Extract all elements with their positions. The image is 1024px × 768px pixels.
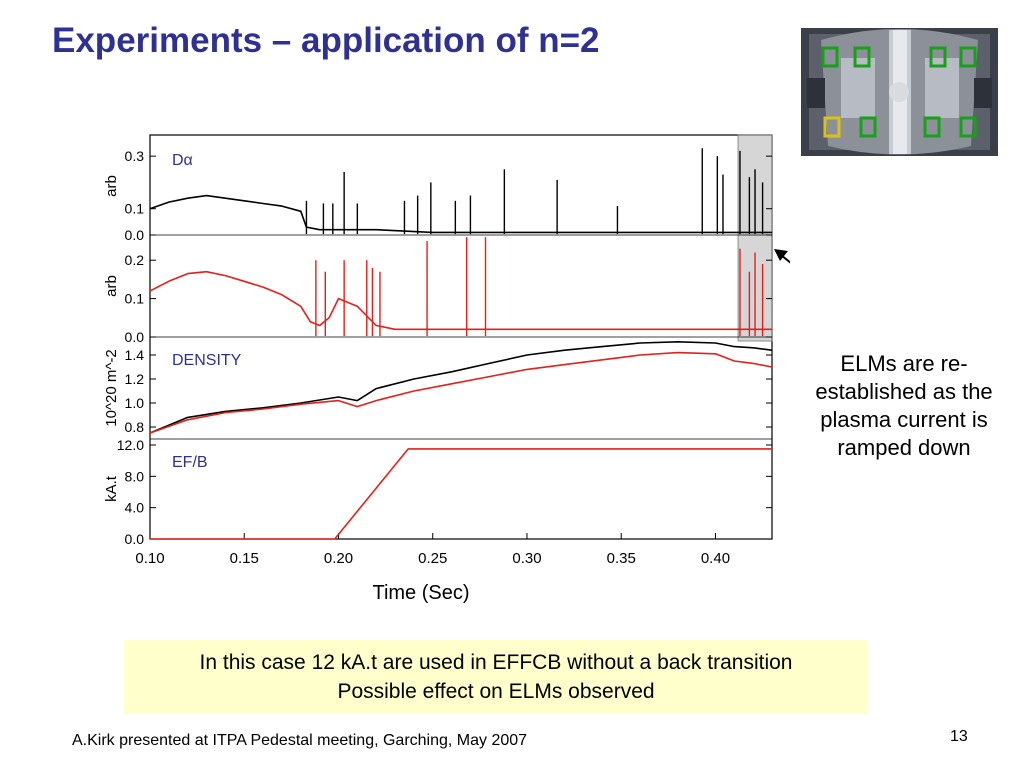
y-tick-label: 0.1	[125, 201, 145, 217]
page-number: 13	[950, 728, 968, 745]
tokamak-vessel-image	[801, 28, 998, 156]
callout-line: ramped down	[837, 435, 971, 460]
x-tick-label: 0.30	[512, 550, 541, 567]
series-line	[149, 270, 772, 331]
time-trace-chart: 0.10 0.15 0.20 0.25 0.30 0.35 0.40 Time (Sec) 0.…	[103, 134, 790, 604]
x-tick-label: 0.40	[701, 550, 730, 567]
panel-label: Dα	[172, 152, 193, 169]
callout-line: established as the	[815, 379, 993, 404]
callout-arrowhead	[774, 249, 788, 261]
series-line	[149, 341, 773, 434]
elm-callout: ELMs are re- established as the plasma c…	[784, 350, 1024, 462]
y-tick-label: 0.3	[125, 148, 145, 164]
note-line: Possible effect on ELMs observed	[337, 680, 655, 703]
y-tick-label: 0.0	[125, 227, 145, 243]
series-line	[149, 194, 772, 234]
summary-note-box: In this case 12 kA.t are used in EFFCB w…	[124, 640, 868, 714]
x-axis-title: Time (Sec)	[372, 582, 469, 604]
x-tick-label: 0.15	[230, 550, 259, 567]
y-tick-label: 1.2	[125, 371, 145, 387]
y-tick-label: 0.2	[125, 252, 145, 268]
callout-line: plasma current is	[820, 407, 988, 432]
x-tick-label: 0.10	[135, 550, 164, 567]
y-tick-label: 1.4	[125, 347, 145, 363]
x-tick-label: 0.35	[607, 550, 636, 567]
y-axis-label: 10^20 m^-2	[103, 349, 120, 426]
x-tick-label: 0.20	[324, 550, 353, 567]
callout-arrow	[775, 250, 790, 264]
series-line	[149, 351, 773, 434]
y-tick-label: 0.1	[125, 291, 145, 307]
y-tick-label: 0.0	[125, 531, 145, 547]
series-line	[150, 448, 772, 540]
y-axis-label: arb	[103, 275, 120, 297]
note-line: In this case 12 kA.t are used in EFFCB w…	[199, 651, 793, 674]
panel-label: EF/B	[172, 454, 208, 471]
panel-label: DENSITY	[172, 352, 242, 369]
y-axis-label: kA.t	[103, 475, 120, 502]
y-tick-label: 4.0	[125, 500, 145, 516]
footer-citation: A.Kirk presented at ITPA Pedestal meetin…	[72, 732, 528, 749]
slide-title: Experiments – application of n=2	[52, 21, 600, 60]
y-tick-label: 12.0	[117, 437, 144, 453]
y-tick-label: 1.0	[125, 395, 145, 411]
y-axis-label: arb	[103, 175, 120, 197]
y-tick-label: 0.0	[125, 329, 145, 345]
callout-line: ELMs are re-	[840, 351, 968, 376]
y-tick-label: 0.8	[125, 419, 145, 435]
x-tick-label: 0.25	[418, 550, 447, 567]
y-tick-label: 8.0	[125, 468, 145, 484]
